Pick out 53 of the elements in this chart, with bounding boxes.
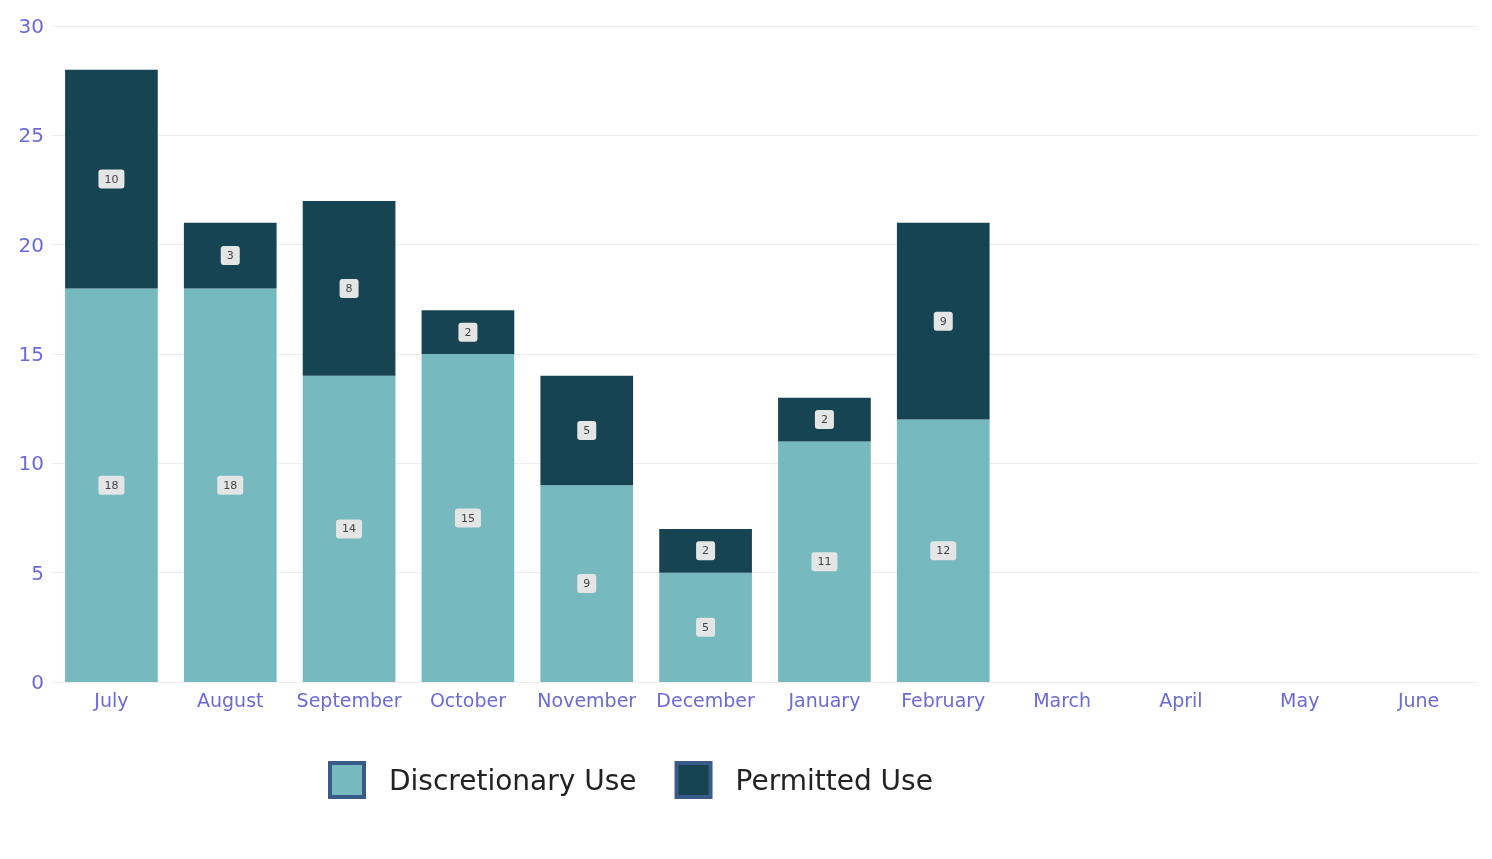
bar <box>778 441 871 682</box>
data-label: 15 <box>460 511 475 525</box>
data-label: 3 <box>226 249 234 263</box>
x-tick-label: June <box>1396 688 1440 711</box>
y-tick-label: 30 <box>18 14 44 38</box>
x-tick-label: December <box>656 688 756 711</box>
x-tick-label: February <box>901 688 986 711</box>
y-tick-label: 5 <box>31 560 44 585</box>
x-tick-label: September <box>296 688 402 711</box>
x-tick-label: March <box>1033 688 1092 711</box>
y-tick-label: 10 <box>18 451 44 476</box>
data-label: 12 <box>936 544 951 558</box>
x-tick-label: August <box>197 688 264 711</box>
y-tick-label: 20 <box>18 232 44 257</box>
data-label: 8 <box>345 281 353 295</box>
data-label: 18 <box>104 478 119 492</box>
bar <box>65 288 158 682</box>
legend-label: Permitted Use <box>735 763 933 797</box>
bar <box>302 375 396 682</box>
data-label: 10 <box>104 172 119 186</box>
bar <box>421 354 515 682</box>
data-label: 5 <box>583 424 591 438</box>
data-label: 14 <box>342 522 357 536</box>
bar <box>302 200 396 376</box>
y-tick-label: 25 <box>18 123 44 148</box>
bar <box>421 310 515 354</box>
data-label: 2 <box>820 413 828 427</box>
data-label: 2 <box>464 325 472 339</box>
data-label: 11 <box>817 555 832 569</box>
data-label: 5 <box>702 620 710 634</box>
bar <box>896 222 990 420</box>
x-tick-label: July <box>93 688 129 711</box>
bar <box>659 572 752 682</box>
bar <box>540 485 634 682</box>
x-tick-label: April <box>1159 688 1203 711</box>
bar <box>183 288 277 682</box>
x-tick-label: October <box>429 688 507 711</box>
data-label: 2 <box>702 544 710 558</box>
x-tick-label: January <box>787 688 861 711</box>
bar <box>183 222 277 289</box>
data-label: 9 <box>583 577 591 591</box>
bar <box>659 528 752 573</box>
legend-label: Discretionary Use <box>389 763 637 797</box>
x-tick-label: May <box>1280 688 1320 711</box>
data-label: 9 <box>939 314 947 328</box>
y-tick-label: 0 <box>31 670 44 694</box>
y-tick-label: 15 <box>18 342 44 366</box>
bar <box>65 69 158 289</box>
x-tick-label: November <box>537 688 637 711</box>
bar <box>540 375 634 486</box>
bar <box>778 397 871 442</box>
data-label: 18 <box>223 478 238 492</box>
bar <box>896 419 990 682</box>
